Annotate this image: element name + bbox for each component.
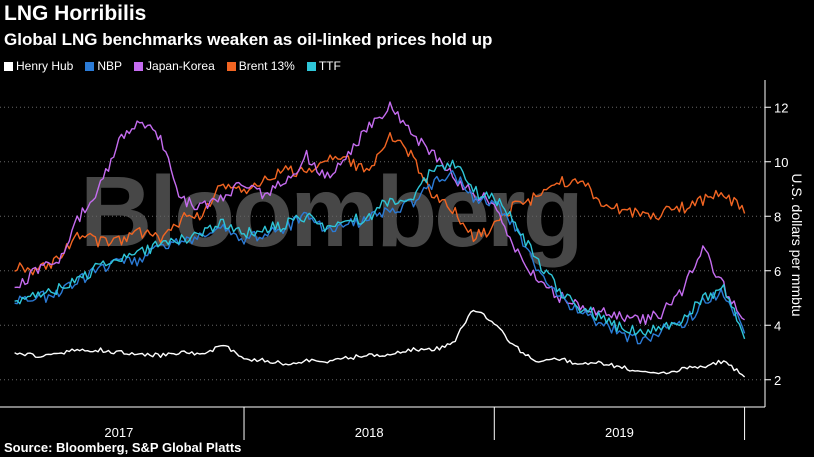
series-line-nbp — [14, 170, 746, 345]
x-tick-label: 2018 — [355, 425, 384, 440]
chart-subtitle: Global LNG benchmarks weaken as oil-link… — [4, 30, 493, 49]
legend-item-japan-korea: Japan-Korea — [134, 59, 215, 73]
source-note: Source: Bloomberg, S&P Global Platts — [4, 440, 242, 455]
legend-label-nbp: NBP — [97, 59, 123, 73]
legend-label-henry-hub: Henry Hub — [16, 59, 74, 73]
series-line-henry-hub — [14, 309, 746, 378]
y-tick-label: 2 — [774, 373, 781, 388]
legend-label-brent: Brent 13% — [238, 59, 295, 73]
x-tick-label: 2017 — [104, 425, 133, 440]
y-tick-label: 12 — [774, 100, 788, 115]
y-tick-label: 8 — [774, 209, 781, 224]
series-line-brent-13 — [14, 132, 746, 276]
legend-swatch-japan-korea — [134, 61, 144, 71]
legend-item-nbp: NBP — [85, 59, 122, 73]
legend-item-henry-hub: Henry Hub — [4, 59, 73, 73]
y-axis-label: U.S. dollars per mmbtu — [789, 173, 805, 316]
y-tick-label: 10 — [774, 155, 788, 170]
series-line-ttf — [14, 159, 746, 340]
series-line-japan-korea — [14, 101, 745, 325]
legend-swatch-henry-hub — [4, 61, 13, 71]
legend-item-ttf: TTF — [306, 59, 341, 73]
legend: Henry Hub NBP Japan-Korea Brent 13% TTF — [4, 59, 341, 73]
legend-swatch-nbp — [85, 61, 95, 71]
y-tick-label: 4 — [774, 318, 781, 333]
legend-swatch-brent — [226, 61, 236, 71]
y-tick-label: 6 — [774, 264, 781, 279]
chart-title: LNG Horribilis — [4, 2, 147, 25]
x-tick-label: 2019 — [605, 425, 634, 440]
legend-label-japan-korea: Japan-Korea — [146, 59, 215, 73]
legend-label-ttf: TTF — [318, 59, 341, 73]
legend-item-brent: Brent 13% — [226, 59, 295, 73]
legend-swatch-ttf — [306, 61, 316, 71]
